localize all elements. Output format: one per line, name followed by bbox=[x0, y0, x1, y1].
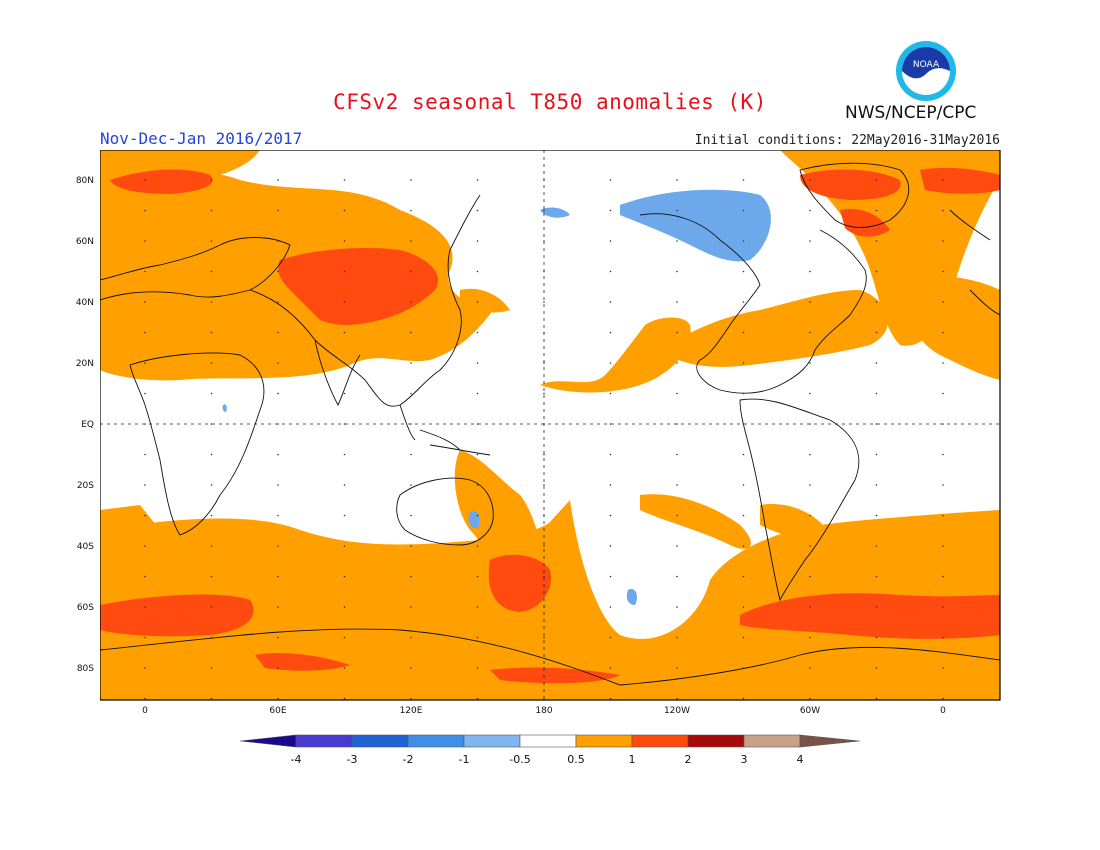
colorbar-segment bbox=[743, 734, 801, 748]
colorbar-label: 0.5 bbox=[567, 753, 585, 766]
latitude-label: 20N bbox=[76, 359, 94, 369]
colorbar-segment bbox=[240, 734, 297, 748]
anomaly-map bbox=[100, 150, 1001, 701]
colorbar-label: -1 bbox=[459, 753, 470, 766]
colorbar-label: 4 bbox=[797, 753, 804, 766]
colorbar-label: -0.5 bbox=[509, 753, 530, 766]
grid-dots bbox=[144, 179, 944, 700]
latitude-label: 60N bbox=[76, 237, 94, 247]
colorbar-segment bbox=[575, 734, 633, 748]
coastlines bbox=[100, 162, 1000, 686]
latitude-label: EQ bbox=[81, 420, 94, 430]
colorbar-segment bbox=[351, 734, 409, 748]
colorbar-segment bbox=[463, 734, 521, 748]
colorbar-label: 3 bbox=[741, 753, 748, 766]
longitude-label: 0 bbox=[142, 706, 148, 716]
colorbar-segment bbox=[799, 734, 861, 748]
colorbar-label: -3 bbox=[347, 753, 358, 766]
colorbar-segment bbox=[407, 734, 465, 748]
latitude-label: 40S bbox=[77, 542, 94, 552]
longitude-label: 60W bbox=[800, 706, 820, 716]
latitude-label: 80N bbox=[76, 176, 94, 186]
latitude-axis: 80N 60N 40N 20N EQ 20S 40S 60S 80S bbox=[76, 176, 94, 674]
colorbar-label: 2 bbox=[685, 753, 692, 766]
longitude-label: 0 bbox=[940, 706, 946, 716]
colorbar-segment bbox=[687, 734, 745, 748]
cool-anomaly-areas bbox=[222, 189, 771, 605]
colorbar-label: 1 bbox=[629, 753, 636, 766]
initial-conditions: Initial conditions: 22May2016-31May2016 bbox=[694, 133, 1000, 148]
colorbar: -4 -3 -2 -1 -0.5 0.5 1 2 3 4 bbox=[240, 734, 861, 766]
colorbar-label: -4 bbox=[291, 753, 302, 766]
colorbar-label: -2 bbox=[403, 753, 414, 766]
latitude-label: 40N bbox=[76, 298, 94, 308]
colorbar-segment bbox=[519, 734, 577, 748]
longitude-label: 180 bbox=[535, 706, 552, 716]
latitude-label: 80S bbox=[77, 664, 94, 674]
map-title: CFSv2 seasonal T850 anomalies (K) bbox=[333, 90, 767, 114]
forecast-period: Nov-Dec-Jan 2016/2017 bbox=[100, 129, 303, 148]
longitude-label: 120W bbox=[664, 706, 690, 716]
noaa-logo-icon: NOAA bbox=[896, 41, 956, 101]
organization-label: NWS/NCEP/CPC bbox=[845, 103, 977, 123]
latitude-label: 20S bbox=[77, 481, 94, 491]
longitude-axis: 0 60E 120E 180 120W 60W 0 bbox=[142, 706, 946, 716]
strong-warm-anomaly-areas bbox=[100, 167, 1000, 684]
colorbar-segment bbox=[295, 734, 353, 748]
logo-text: NOAA bbox=[913, 60, 940, 70]
colorbar-segment bbox=[631, 734, 689, 748]
latitude-label: 60S bbox=[77, 603, 94, 613]
longitude-label: 60E bbox=[269, 706, 286, 716]
longitude-label: 120E bbox=[400, 706, 423, 716]
